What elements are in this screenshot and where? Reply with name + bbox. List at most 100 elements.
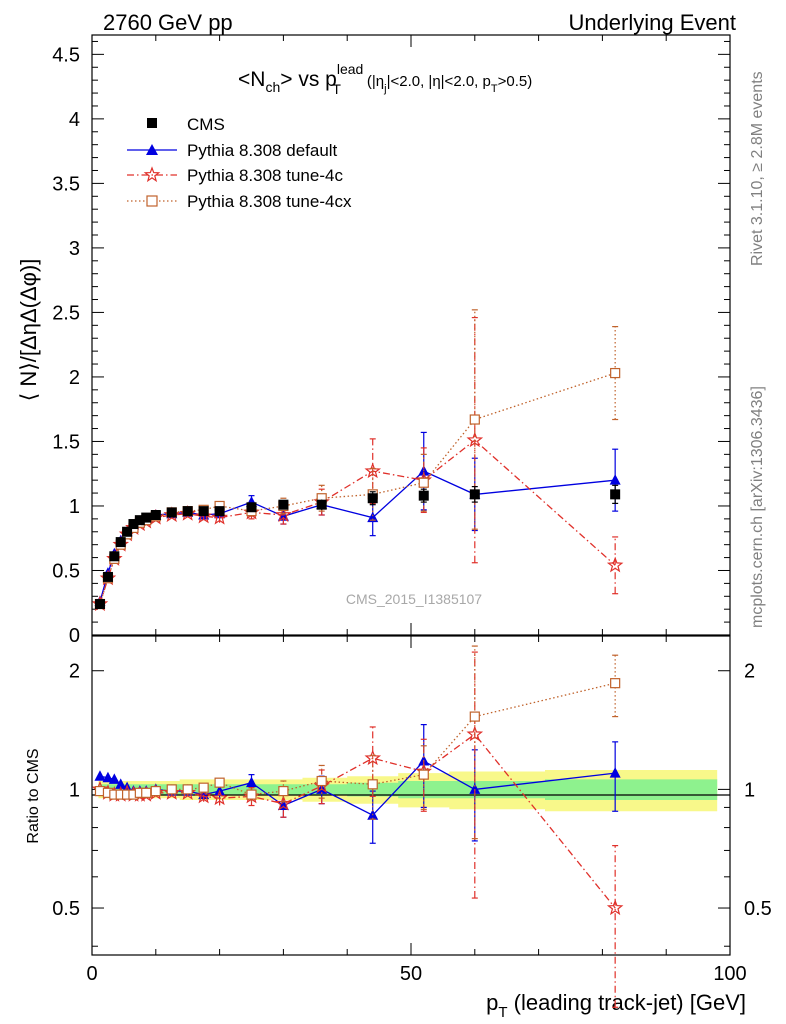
main-series-tune4c bbox=[91, 316, 624, 612]
ratio-plot-panel: 0.5 1 2 0.5 1 2 0 50 100 Ratio to CMS pT (lead… bbox=[25, 635, 772, 1021]
ratio-point-tune4cx bbox=[150, 786, 161, 797]
main-point-tune4c bbox=[275, 506, 292, 523]
main-point-cms bbox=[141, 512, 152, 523]
main-point-cms bbox=[182, 506, 193, 517]
rivet-label: Rivet 3.1.10, ≥ 2.8M events bbox=[749, 71, 766, 266]
main-y-tick-label: 0.5 bbox=[52, 560, 80, 582]
main-plot-frame bbox=[91, 34, 731, 636]
main-point-default bbox=[367, 511, 379, 523]
legend-label-default: Pythia 8.308 default bbox=[187, 141, 338, 160]
ratio-point-default bbox=[277, 799, 289, 811]
ratio-point-default bbox=[246, 776, 257, 788]
ratio-y-tick-label: 1 bbox=[69, 779, 80, 801]
legend-marker-default bbox=[146, 144, 158, 155]
ratio-point-tune4cx bbox=[469, 711, 480, 722]
main-point-cms bbox=[316, 499, 327, 510]
ratio-point-tune4c bbox=[275, 794, 292, 811]
x-axis-label: pT (leading track-jet) [GeV] bbox=[486, 990, 746, 1021]
legend-label-tune4cx: Pythia 8.308 tune-4cx bbox=[187, 192, 352, 211]
main-y-tick-label: 3.5 bbox=[52, 173, 80, 195]
ratio-point-tune4cx bbox=[418, 769, 429, 780]
ratio-point-tune4c bbox=[195, 787, 212, 804]
main-plot-panel: 0 0.5 1 1.5 2 2.5 3 3.5 4 4.5 ⟨ N⟩/[ΔηΔ(Δφ)] <Nch… bbox=[16, 34, 731, 647]
ratio-point-tune4cx bbox=[214, 777, 225, 788]
header-left: 2760 GeV pp bbox=[103, 10, 233, 35]
main-y-tick-label: 4 bbox=[69, 109, 80, 131]
main-line-tune4c bbox=[99, 439, 616, 605]
ratio-series-tune4cx bbox=[94, 645, 621, 840]
ratio-point-default bbox=[108, 773, 120, 784]
legend-item-cms: CMS bbox=[147, 115, 225, 134]
ratio-point-tune4c bbox=[606, 899, 624, 916]
x-tick-label: 0 bbox=[86, 963, 97, 985]
x-tick-label: 100 bbox=[713, 963, 746, 985]
main-point-cms bbox=[418, 490, 429, 501]
ratio-point-default bbox=[102, 771, 114, 783]
header-right: Underlying Event bbox=[568, 10, 736, 35]
main-point-cms bbox=[102, 571, 113, 582]
main-point-tune4c bbox=[466, 431, 484, 448]
main-point-cms bbox=[610, 489, 621, 500]
main-point-tune4cx bbox=[610, 367, 621, 379]
legend: CMS Pythia 8.308 default Pythia 8.308 tu… bbox=[127, 115, 352, 211]
ratio-point-tune4cx bbox=[246, 789, 257, 800]
legend-item-tune4cx: Pythia 8.308 tune-4cx bbox=[127, 192, 352, 211]
main-y-tick-label: 2 bbox=[69, 367, 80, 389]
main-series-tune4cx bbox=[94, 309, 621, 610]
legend-label-cms: CMS bbox=[187, 115, 225, 134]
ratio-line-tune4c bbox=[99, 733, 616, 909]
ratio-point-tune4cx bbox=[141, 787, 152, 798]
ratio-point-default bbox=[115, 778, 127, 789]
main-point-tune4c bbox=[211, 508, 228, 525]
main-point-cms bbox=[166, 507, 177, 518]
analysis-watermark: CMS_2015_I1385107 bbox=[346, 591, 482, 607]
main-y-tick-label: 1.5 bbox=[52, 431, 80, 453]
main-point-cms bbox=[246, 502, 257, 513]
ratio-point-tune4cx bbox=[166, 784, 177, 795]
main-point-cms bbox=[367, 493, 378, 504]
main-point-cms bbox=[122, 526, 133, 537]
main-point-cms bbox=[115, 537, 126, 548]
ratio-point-default bbox=[469, 783, 481, 794]
main-point-default bbox=[609, 474, 621, 485]
main-point-cms bbox=[214, 506, 225, 517]
ratio-point-tune4cx bbox=[198, 782, 209, 793]
main-point-cms bbox=[109, 551, 120, 562]
ratio-point-tune4cx bbox=[182, 784, 193, 795]
ratio-y-axis-label: Ratio to CMS bbox=[25, 748, 42, 843]
main-point-cms bbox=[469, 489, 480, 500]
legend-item-tune4c: Pythia 8.308 tune-4c bbox=[127, 166, 343, 185]
plot-title: <Nch> vs plead T (|ηj|<2.0, |η|<2.0, pT>0.… bbox=[238, 61, 532, 97]
ratio-series-tune4c bbox=[91, 651, 624, 1008]
ratio-y-tick-label-right: 1 bbox=[744, 779, 755, 801]
ratio-point-default bbox=[609, 767, 621, 778]
ratio-point-tune4cx bbox=[278, 786, 289, 797]
ratio-line-tune4cx bbox=[99, 682, 616, 796]
ratio-point-default bbox=[94, 770, 106, 781]
legend-item-default: Pythia 8.308 default bbox=[127, 141, 338, 160]
legend-marker-tune4cx bbox=[146, 195, 158, 207]
main-series-cms bbox=[94, 484, 621, 610]
main-point-tune4cx bbox=[418, 477, 429, 488]
main-point-tune4c bbox=[364, 462, 382, 479]
main-point-cms bbox=[150, 510, 161, 520]
x-tick-label: 50 bbox=[400, 963, 422, 985]
ratio-plot-frame bbox=[91, 635, 731, 956]
ratio-point-tune4c bbox=[364, 749, 382, 766]
legend-marker-tune4c bbox=[143, 166, 161, 183]
x-tick-labels: 0 50 100 bbox=[86, 963, 746, 985]
main-point-cms bbox=[198, 506, 209, 517]
ratio-y-tick-label-right: 2 bbox=[744, 661, 755, 683]
main-y-tick-label: 0 bbox=[69, 625, 80, 647]
ratio-point-tune4cx bbox=[316, 775, 327, 787]
main-y-tick-labels: 0 0.5 1 1.5 2 2.5 3 3.5 4 4.5 bbox=[52, 44, 80, 647]
ratio-y-tick-labels-right: 0.5 1 2 bbox=[744, 661, 772, 920]
main-point-tune4cx bbox=[469, 414, 480, 425]
ratio-y-tick-label-right: 0.5 bbox=[744, 898, 772, 920]
ratio-y-tick-labels: 0.5 1 2 bbox=[52, 661, 80, 920]
main-point-cms bbox=[278, 499, 289, 510]
ratio-point-tune4cx bbox=[610, 678, 621, 689]
main-y-tick-label: 3 bbox=[69, 238, 80, 260]
main-y-tick-label: 2.5 bbox=[52, 302, 80, 324]
